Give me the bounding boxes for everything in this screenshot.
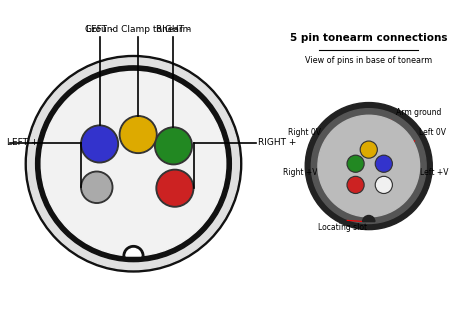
Text: Right 0V: Right 0V	[288, 128, 321, 137]
Circle shape	[156, 129, 191, 163]
Text: 5 pin tonearm connections: 5 pin tonearm connections	[290, 33, 447, 43]
Text: Arm ground: Arm ground	[396, 108, 441, 117]
Text: —: —	[146, 186, 154, 195]
Circle shape	[348, 156, 363, 171]
Text: Locating slot: Locating slot	[319, 223, 367, 232]
Circle shape	[27, 58, 239, 270]
Circle shape	[36, 66, 231, 262]
Text: Left 0V: Left 0V	[419, 128, 446, 137]
Wedge shape	[123, 246, 144, 256]
Circle shape	[41, 72, 226, 256]
Text: LEFT -: LEFT -	[86, 25, 113, 34]
Circle shape	[376, 156, 391, 171]
Text: 1877 PHONO
DIN 5 FEMALE
WIRING: 1877 PHONO DIN 5 FEMALE WIRING	[99, 220, 168, 258]
Circle shape	[376, 178, 391, 192]
Text: —: —	[157, 137, 164, 146]
Circle shape	[155, 127, 192, 165]
Wedge shape	[363, 216, 375, 222]
Wedge shape	[126, 248, 141, 256]
Circle shape	[311, 109, 426, 224]
Circle shape	[375, 155, 392, 172]
Circle shape	[82, 173, 111, 202]
Circle shape	[158, 171, 192, 205]
Text: —: —	[114, 185, 121, 194]
Text: LEFT +: LEFT +	[8, 138, 39, 147]
Text: View of pins in base of tonearm: View of pins in base of tonearm	[305, 55, 432, 64]
Circle shape	[362, 142, 376, 157]
Circle shape	[25, 55, 242, 272]
Text: Ground Clamp tonearm: Ground Clamp tonearm	[85, 25, 191, 34]
Text: —: —	[119, 142, 127, 151]
Circle shape	[347, 155, 364, 172]
Text: RIGHT -: RIGHT -	[156, 25, 191, 34]
Circle shape	[360, 141, 377, 158]
Circle shape	[81, 125, 118, 163]
Circle shape	[82, 127, 117, 161]
Circle shape	[156, 169, 194, 207]
Text: RIGHT +: RIGHT +	[258, 138, 297, 147]
Circle shape	[348, 178, 363, 192]
Circle shape	[81, 171, 113, 203]
Circle shape	[121, 118, 155, 151]
Circle shape	[347, 176, 364, 193]
Text: Left +V: Left +V	[420, 168, 448, 177]
Circle shape	[318, 115, 419, 217]
Circle shape	[119, 116, 157, 153]
Text: Right +V: Right +V	[283, 168, 318, 177]
Circle shape	[305, 103, 432, 230]
Circle shape	[375, 176, 392, 193]
